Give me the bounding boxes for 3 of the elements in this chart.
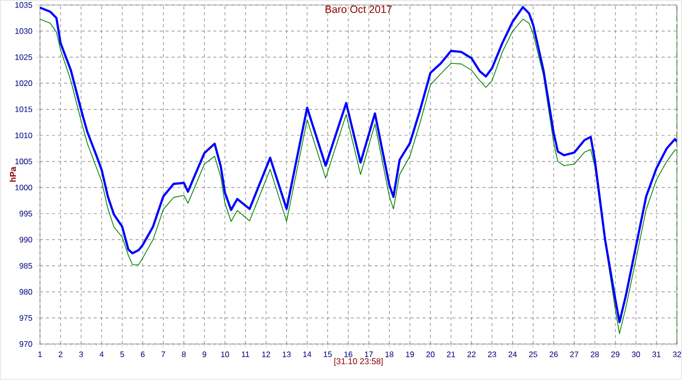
chart-title: Baro Oct 2017 xyxy=(326,6,392,13)
y-axis-title: hPa xyxy=(10,166,16,182)
x-axis-title: [31.10 23:58] xyxy=(334,358,383,366)
